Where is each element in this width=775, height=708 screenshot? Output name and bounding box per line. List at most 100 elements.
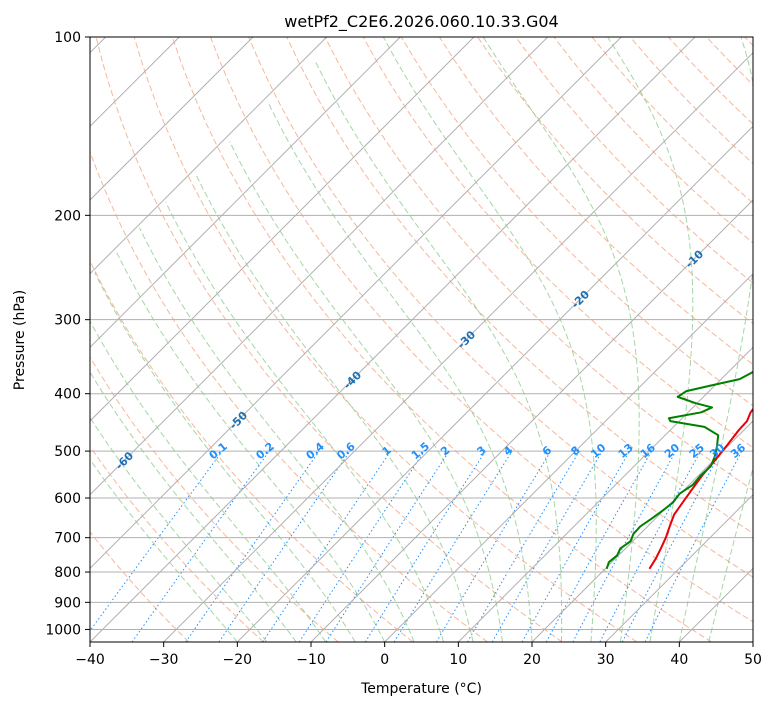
dry-adiabat [439,37,753,366]
moist-adiabat [268,104,533,642]
dry-adiabat [706,37,753,86]
y-tick-label: 500 [54,444,81,460]
isotherm-line [163,51,753,642]
isotherm-line [531,420,753,642]
isotherm-line [752,641,753,642]
x-tick-label: 50 [744,652,762,668]
moist-adiabat [139,227,415,642]
mixing-ratio-label: 30 [707,441,727,461]
x-tick-label: 40 [670,652,688,668]
mixing-ratio-label: 10 [588,441,608,461]
mixing-ratio-label: 1.5 [409,440,432,462]
dry-adiabat [744,37,753,47]
dry-adiabat [95,37,563,642]
y-tick-label: 600 [54,491,81,507]
isotherm-line [90,37,622,570]
isotherm-line [90,37,549,496]
temperature-profile-line [648,407,753,570]
moist-adiabat [90,416,268,642]
y-tick-label: 300 [54,313,81,329]
isotherm-line [310,199,753,642]
isotherm-label: -40 [341,368,364,391]
x-tick-label: 30 [597,652,615,668]
mixing-ratio-line [467,450,580,642]
mixing-ratio-line [218,450,351,642]
x-tick-label: −10 [296,652,326,668]
moist-adiabat [115,251,386,642]
moist-adiabat [229,141,504,642]
mixing-ratio-label: 20 [662,441,682,461]
mixing-ratio-line [131,450,270,642]
mixing-ratio-label: 3 [474,444,488,459]
mixing-ratio-label: 0.4 [304,440,328,463]
moist-adiabats [90,37,753,642]
mixing-ratio-line [185,450,320,642]
dry-adiabat [210,37,753,623]
moist-adiabat [194,173,474,642]
isotherm-label: -20 [569,288,592,311]
mixing-ratio-line [545,450,653,642]
plot-area: -100-90-80-70-60-50-40-30-20-10010203040… [0,37,753,642]
isobars [90,37,753,630]
isotherm-line [90,37,254,201]
isotherm-line [90,37,328,275]
moist-adiabat [90,320,327,642]
dry-adiabat [90,150,488,642]
chart-title: wetPf2_C2E6.2026.060.10.33.G04 [284,12,558,32]
moist-adiabat [607,37,694,642]
isotherm-line [384,272,753,642]
mixing-ratio-line [325,450,450,642]
isotherm-label: -10 [683,247,706,270]
dry-adiabat [90,531,190,642]
dry-adiabat [90,259,414,642]
y-axis-label: Pressure (hPa) [12,290,28,390]
x-tick-label: −20 [223,652,253,668]
isotherm-label: -50 [227,409,250,432]
isotherm-line [90,37,401,349]
mixing-ratio-line [262,450,392,642]
x-tick-label: 10 [449,652,467,668]
dry-adiabat [133,37,638,642]
mixing-ratio-label: 36 [728,441,748,461]
mixing-ratio-line [521,450,630,642]
mixing-ratio-line [298,450,425,642]
isotherm-line [457,346,753,642]
y-tick-label: 700 [54,531,81,547]
mixing-ratio-line [393,450,513,642]
mixing-ratio-label: 1 [380,444,394,459]
moist-adiabat [482,37,640,642]
dewpoint-profile-line [605,370,753,570]
isotherm-label: -70 [0,489,22,512]
dry-adiabat [668,37,753,125]
dry-adiabat [515,37,753,284]
x-tick-label: −40 [75,652,105,668]
profiles [605,370,753,570]
mixing-ratio-label: 13 [616,441,636,461]
isotherm-label: -60 [113,449,136,472]
mixing-ratio-line [435,450,552,642]
dry-adiabat [90,445,264,642]
moist-adiabat [314,61,563,642]
y-tick-label: 100 [54,30,81,46]
mixing-ratio-line [572,450,677,642]
moist-adiabat [382,37,597,642]
moist-adiabat [165,201,445,642]
plot-frame [89,36,754,643]
y-tick-label: 900 [54,595,81,611]
mixing-ratio-line [90,450,223,632]
y-tick-label: 400 [54,387,81,403]
x-axis: −40 −30 −20 −10 0 10 20 30 40 50 [75,642,762,668]
x-tick-label: −30 [149,652,179,668]
isotherm-line [678,567,753,642]
y-axis: 100 200 300 400 500 600 700 800 900 1000 [45,30,90,638]
mixing-ratio-lines [90,450,743,642]
isotherm-label: -30 [455,328,478,351]
isotherm-line [90,37,696,642]
isotherm-line [236,125,753,642]
isotherms [90,37,753,642]
moist-adiabat [678,37,753,642]
moist-adiabat [90,458,238,642]
dry-adiabat [248,37,753,578]
